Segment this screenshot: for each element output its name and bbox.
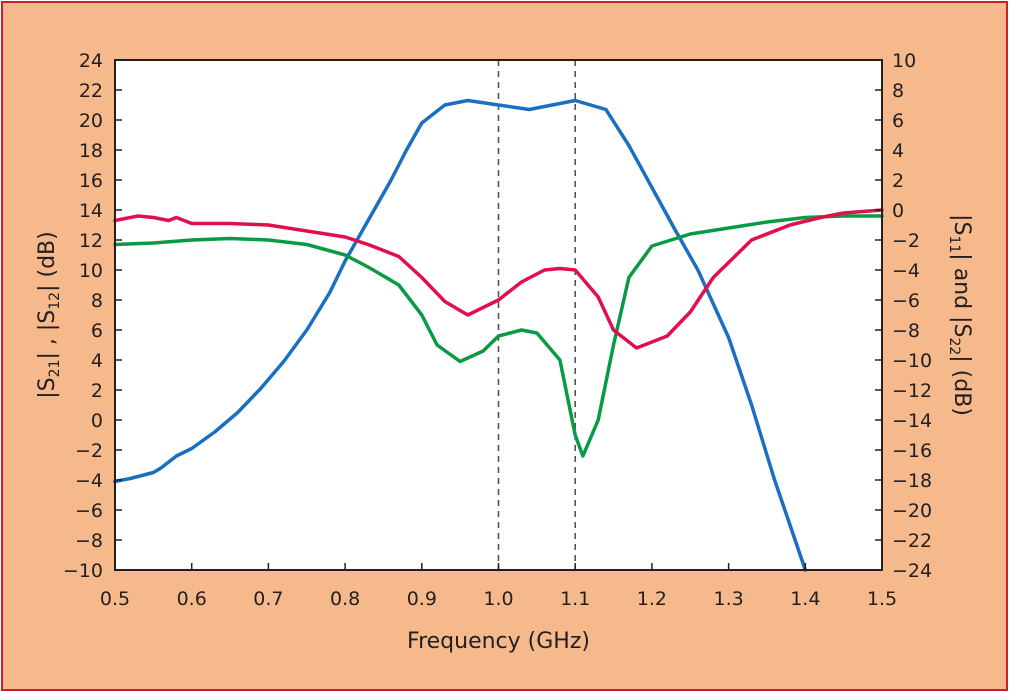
right-y-tick-label: −12 (892, 380, 932, 402)
left-y-tick-label: −10 (63, 560, 103, 582)
right-y-tick-label: 6 (892, 110, 904, 132)
left-y-tick-label: −4 (75, 470, 103, 492)
x-tick-label: 1.1 (560, 588, 590, 610)
axis-title-text: | , |S (35, 310, 60, 360)
series-line (113, 208, 884, 350)
right-y-tick-label: −16 (892, 440, 932, 462)
left-y-tick-label: 22 (79, 80, 103, 102)
right-y-tick-label: −22 (892, 530, 932, 552)
x-tick-label: 1.4 (790, 588, 820, 610)
left-y-tick-label: −6 (75, 500, 103, 522)
x-tick-label: 1.3 (713, 588, 743, 610)
left-y-tick-label: 8 (91, 290, 103, 312)
axis-title-subscript: 22 (946, 337, 962, 355)
right-y-tick-label: −24 (892, 560, 932, 582)
right-y-tick-label: −8 (892, 320, 920, 342)
axis-title-text: | (dB) (949, 355, 974, 416)
right-y-tick-label: 4 (892, 140, 904, 162)
left-y-tick-label: 12 (79, 230, 103, 252)
left-y-tick-label: 14 (79, 200, 103, 222)
right-y-tick-label: −18 (892, 470, 932, 492)
axis-title-subscript: 21 (47, 360, 63, 378)
right-y-tick-label: −6 (892, 290, 920, 312)
x-tick-label: 0.6 (177, 588, 207, 610)
left-y-tick-label: −8 (75, 530, 103, 552)
right-y-tick-label: 10 (892, 50, 916, 72)
x-tick-label: 1.0 (483, 588, 513, 610)
right-y-tick-label: 0 (892, 200, 904, 222)
right-y-tick-label: −4 (892, 260, 920, 282)
axis-title-text: |S (949, 214, 974, 235)
right-y-tick-label: −2 (892, 230, 920, 252)
left-y-tick-label: 2 (91, 380, 103, 402)
right-y-tick-label: 2 (892, 170, 904, 192)
right-y-axis-title: |S11| and |S22| (dB) (946, 214, 974, 416)
left-y-tick-label: 24 (79, 50, 103, 72)
x-tick-label: 0.5 (100, 588, 130, 610)
x-tick-label: 1.5 (867, 588, 897, 610)
axis-title-text: | and |S (949, 253, 974, 337)
x-tick-label: 1.2 (637, 588, 667, 610)
left-y-tick-label: −2 (75, 440, 103, 462)
left-y-tick-label: 4 (91, 350, 103, 372)
series-line (113, 214, 884, 458)
axis-title-subscript: 12 (47, 292, 63, 310)
axis-title-text: |S (35, 377, 60, 398)
series-line (113, 98, 808, 572)
axis-title-text: | (dB) (35, 231, 60, 292)
right-y-tick-label: −20 (892, 500, 932, 522)
left-y-tick-label: 10 (79, 260, 103, 282)
x-axis: 0.5 0.6 0.7 0.8 0.9 1.0 1.1 1.2 1.3 1.4 1.5 (100, 563, 897, 610)
left-y-tick-label: 0 (91, 410, 103, 432)
left-y-tick-label: 6 (91, 320, 103, 342)
right-y-tick-label: −10 (892, 350, 932, 372)
vertical-markers (497, 60, 577, 570)
left-y-tick-label: 16 (79, 170, 103, 192)
x-tick-label: 0.9 (407, 588, 437, 610)
right-y-tick-label: −14 (892, 410, 932, 432)
right-y-axis: 10 8 6 4 2 0 −2 −4 −6 −8 −10 −12 −14 −16 −18 −20 −22 −24 (875, 50, 932, 582)
left-y-axis-title: |S21| , |S12| (dB) (35, 231, 63, 398)
x-tick-label: 0.7 (253, 588, 283, 610)
axis-title-subscript: 11 (946, 235, 962, 253)
series-layer (113, 98, 884, 572)
left-y-tick-label: 18 (79, 140, 103, 162)
x-tick-label: 0.8 (330, 588, 360, 610)
right-y-tick-label: 8 (892, 80, 904, 102)
x-axis-title: Frequency (GHz) (407, 629, 590, 654)
left-y-tick-label: 20 (79, 110, 103, 132)
